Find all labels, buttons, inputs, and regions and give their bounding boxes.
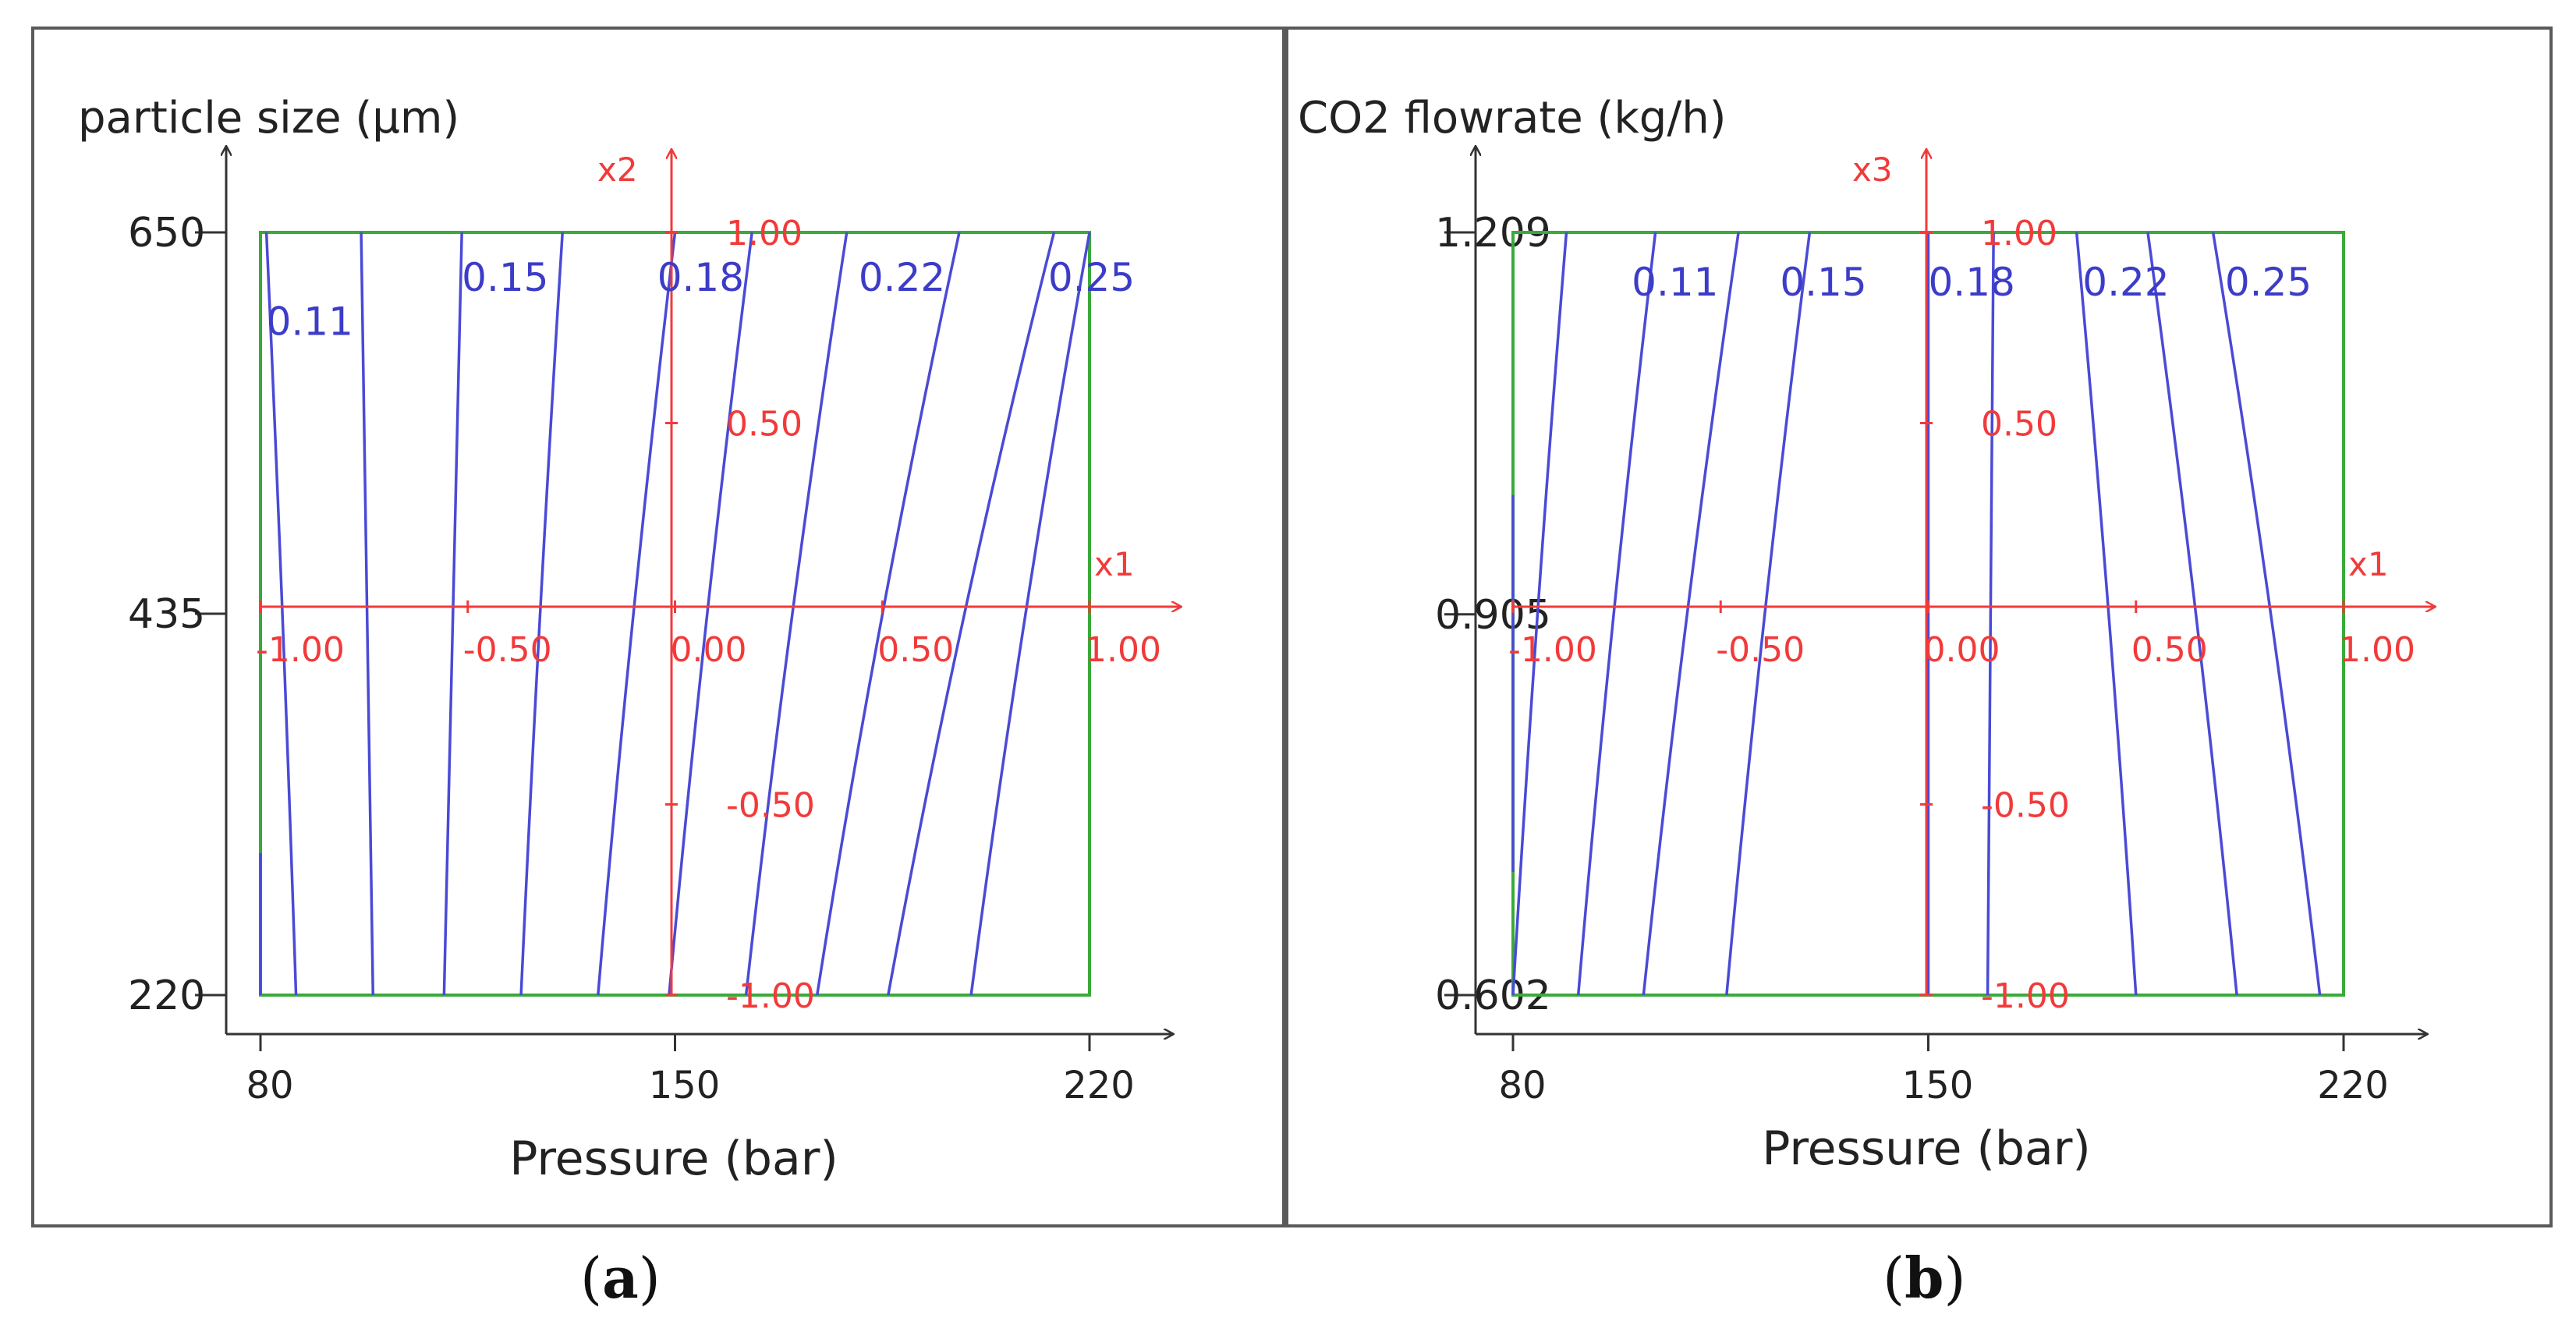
x-tick-label: 150 bbox=[1902, 1064, 1974, 1107]
coded-x-tick-label: 1.00 bbox=[1085, 630, 1161, 670]
x-tick-label: 220 bbox=[1063, 1064, 1135, 1107]
contour-line bbox=[2075, 232, 2138, 996]
y-axis-label: particle size (μm) bbox=[78, 93, 459, 143]
contour-label: 0.25 bbox=[2225, 260, 2312, 305]
contour-line bbox=[360, 232, 375, 996]
contour-line bbox=[264, 232, 298, 996]
contour-line bbox=[1986, 232, 1995, 996]
contour-label: 0.25 bbox=[1048, 255, 1135, 300]
contour-label: 0.15 bbox=[1780, 260, 1866, 305]
contour-line bbox=[597, 232, 677, 996]
x-axis-label: Pressure (bar) bbox=[509, 1132, 838, 1186]
coded-x-tick-label: -0.50 bbox=[463, 630, 552, 670]
contour-line bbox=[442, 232, 463, 996]
contour-label: 0.18 bbox=[657, 255, 744, 300]
contour-line bbox=[887, 232, 1056, 996]
caption-a: (a) bbox=[580, 1245, 661, 1311]
coded-x-tick-label: -1.00 bbox=[1508, 630, 1597, 670]
y-tick-label: 220 bbox=[128, 972, 205, 1019]
contour-line bbox=[1576, 232, 1657, 996]
contour-line bbox=[519, 232, 564, 996]
x-tick-label: 220 bbox=[2317, 1064, 2389, 1107]
y-tick-label: 650 bbox=[128, 210, 205, 257]
coded-y-tick-label: -0.50 bbox=[1981, 786, 2070, 826]
contour-label: 0.22 bbox=[859, 255, 945, 300]
contour-line bbox=[969, 232, 1091, 996]
contour-line bbox=[1511, 232, 1568, 996]
coded-x-tick-label: -1.00 bbox=[256, 630, 345, 670]
coded-y-tick-label: 0.50 bbox=[726, 405, 803, 445]
coded-y-axis-name: x3 bbox=[1852, 151, 1893, 189]
coded-y-tick-label: -1.00 bbox=[726, 976, 815, 1016]
contour-line bbox=[816, 232, 961, 996]
contour-label: 0.11 bbox=[267, 299, 353, 345]
contour-line bbox=[1642, 232, 1740, 996]
x-tick-label: 150 bbox=[649, 1064, 721, 1107]
coded-x-tick-label: 1.00 bbox=[2339, 630, 2415, 670]
coded-x-tick-label: 0.00 bbox=[671, 630, 747, 670]
contour-line bbox=[2211, 232, 2322, 996]
contour-label: 0.15 bbox=[462, 255, 548, 300]
contour-line bbox=[1725, 232, 1812, 996]
coded-x-tick-label: 0.00 bbox=[1924, 630, 2000, 670]
contour-plot-a: 220 435 650 80 150 220 particle size (μm) Press… bbox=[78, 93, 1282, 1186]
coded-y-axis-name: x2 bbox=[597, 151, 638, 189]
x-tick-label: 80 bbox=[1498, 1064, 1546, 1107]
panel-a: 220 435 650 80 150 220 particle size (μm) Press… bbox=[31, 27, 1285, 1227]
coded-y-tick-label: 1.00 bbox=[726, 214, 803, 253]
contour-label: 0.22 bbox=[2082, 260, 2169, 305]
panel-b: 0.602 0.905 1.209 80 150 220 CO2 flowrate (kg/… bbox=[1285, 27, 2553, 1227]
coded-x-tick-label: -0.50 bbox=[1716, 630, 1805, 670]
caption-b: (b) bbox=[1883, 1245, 1966, 1311]
y-axis-label: CO2 flowrate (kg/h) bbox=[1298, 93, 1727, 143]
coded-y-tick-label: 1.00 bbox=[1981, 214, 2057, 253]
contour-line bbox=[668, 232, 753, 996]
coded-x-axis-name: x1 bbox=[2348, 545, 2389, 583]
y-tick-label: 435 bbox=[128, 591, 205, 638]
coded-x-tick-label: 0.50 bbox=[2131, 630, 2208, 670]
coded-y-tick-label: 0.50 bbox=[1981, 405, 2057, 445]
coded-x-axis-name: x1 bbox=[1094, 545, 1135, 583]
coded-y-tick-label: -0.50 bbox=[726, 786, 815, 826]
x-axis-label: Pressure (bar) bbox=[1762, 1121, 2091, 1176]
coded-y-tick-label: -1.00 bbox=[1981, 976, 2070, 1016]
contour-line bbox=[744, 232, 849, 996]
y-tick-label: 0.905 bbox=[1435, 592, 1551, 639]
x-tick-label: 80 bbox=[246, 1064, 293, 1107]
contour-label: 0.11 bbox=[1632, 260, 1718, 305]
contour-label: 0.18 bbox=[1929, 260, 2015, 305]
contour-line bbox=[2146, 232, 2238, 996]
coded-x-tick-label: 0.50 bbox=[877, 630, 954, 670]
